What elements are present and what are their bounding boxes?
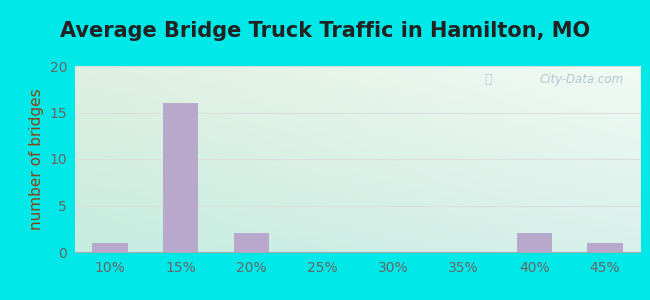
Bar: [587, 243, 623, 252]
Bar: [163, 103, 198, 252]
Text: City-Data.com: City-Data.com: [539, 74, 623, 86]
Y-axis label: number of bridges: number of bridges: [29, 88, 44, 230]
Bar: [234, 233, 269, 252]
Bar: [92, 243, 128, 252]
Bar: [517, 233, 552, 252]
Text: Ⓜ: Ⓜ: [485, 74, 492, 86]
Text: Average Bridge Truck Traffic in Hamilton, MO: Average Bridge Truck Traffic in Hamilton…: [60, 21, 590, 41]
